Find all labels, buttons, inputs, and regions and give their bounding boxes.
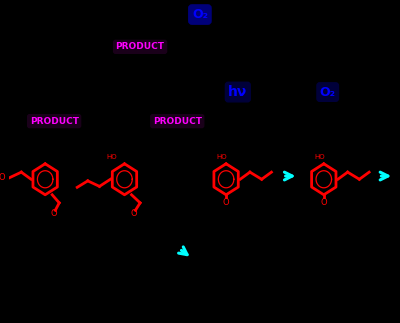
Text: PRODUCT: PRODUCT (153, 117, 202, 126)
Text: O₂: O₂ (192, 8, 208, 21)
Text: HO: HO (217, 154, 228, 160)
Text: HO: HO (314, 154, 325, 160)
Text: O: O (130, 209, 137, 218)
Text: O: O (0, 173, 5, 182)
Text: O: O (320, 198, 327, 207)
Text: O₂: O₂ (320, 86, 336, 99)
Text: PRODUCT: PRODUCT (30, 117, 79, 126)
Text: O: O (223, 198, 230, 207)
Text: PRODUCT: PRODUCT (116, 42, 165, 51)
Text: hν: hν (228, 85, 248, 99)
Text: HO: HO (106, 154, 117, 160)
Text: O: O (50, 209, 57, 218)
